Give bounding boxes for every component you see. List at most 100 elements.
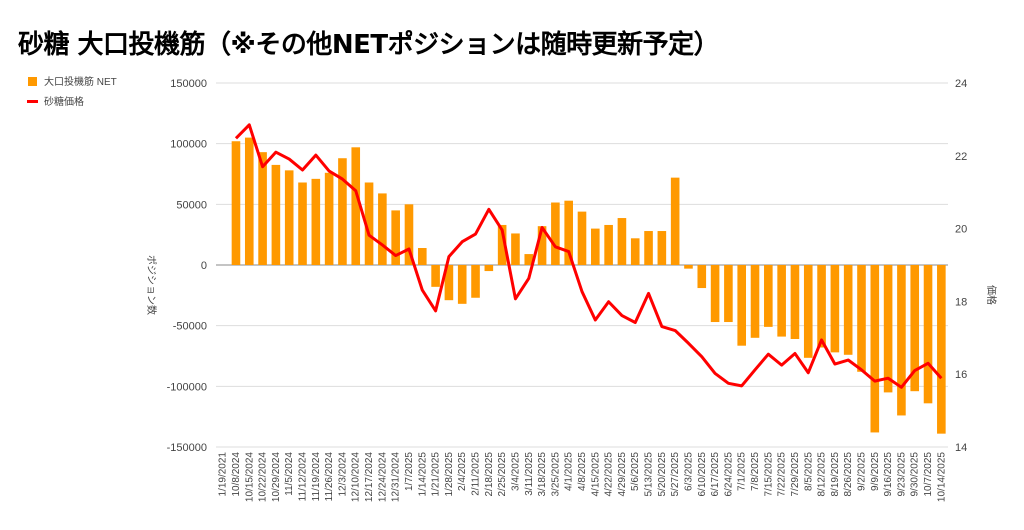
bar-net <box>431 265 440 287</box>
x-tick: 3/25/2025 <box>550 452 561 497</box>
x-tick: 11/26/2024 <box>324 452 335 502</box>
x-tick: 5/6/2025 <box>630 452 641 491</box>
bar-net <box>923 265 933 404</box>
bar-net <box>271 164 281 265</box>
x-tick: 10/7/2025 <box>923 452 934 497</box>
x-tick: 9/9/2025 <box>870 452 881 491</box>
x-tick: 8/5/2025 <box>803 452 814 491</box>
bar-net <box>471 265 480 298</box>
legend-label-price: 砂糖価格 <box>44 95 84 108</box>
bar-net <box>338 158 347 265</box>
bar-net <box>351 147 361 265</box>
bar-net <box>790 265 800 340</box>
x-tick: 12/17/2024 <box>364 452 375 502</box>
bar-net <box>311 178 321 265</box>
y-tick-left: -100000 <box>167 381 207 393</box>
x-tick: 5/27/2025 <box>670 452 681 497</box>
bar-net <box>511 233 520 265</box>
bar-net <box>657 231 667 265</box>
x-tick: 6/24/2025 <box>723 452 734 497</box>
y-axis-left-label: ポジション数 <box>145 255 158 315</box>
x-tick: 7/22/2025 <box>777 452 788 497</box>
y-axis-right-label: 価格 <box>985 285 998 305</box>
y-tick-left: 0 <box>201 260 207 272</box>
x-tick: 6/10/2025 <box>697 452 708 497</box>
y-tick-right: 14 <box>955 442 967 454</box>
x-tick: 7/29/2025 <box>790 452 801 497</box>
x-tick: 3/4/2025 <box>510 452 521 491</box>
x-tick: 5/20/2025 <box>657 452 668 497</box>
y-tick-right: 18 <box>955 296 967 308</box>
y-tick-left: -50000 <box>173 321 207 333</box>
y-tick-left: 100000 <box>170 139 207 151</box>
x-tick: 12/24/2024 <box>377 452 388 502</box>
x-tick: 2/25/2025 <box>497 452 508 497</box>
bar-net <box>817 265 826 348</box>
bar-net <box>910 265 920 392</box>
bar-net <box>577 211 587 265</box>
x-tick: 8/26/2025 <box>843 452 854 497</box>
bar-net <box>457 265 467 304</box>
y-tick-right: 24 <box>955 78 967 90</box>
x-tick: 7/1/2025 <box>737 452 748 491</box>
x-tick: 9/2/2025 <box>856 452 867 491</box>
bar-net <box>258 152 267 265</box>
x-tick: 10/15/2024 <box>244 452 255 502</box>
bar-net <box>284 170 294 265</box>
bar-net <box>298 182 307 265</box>
x-tick: 4/15/2025 <box>590 452 601 497</box>
x-tick: 4/8/2025 <box>577 452 588 491</box>
legend-swatch-price <box>27 100 38 103</box>
bar-net <box>777 265 786 337</box>
bar-net <box>803 265 813 358</box>
bar-net <box>497 224 507 265</box>
x-tick: 12/3/2024 <box>337 452 348 497</box>
x-tick: 3/11/2025 <box>524 452 535 496</box>
bar-net <box>644 231 653 265</box>
bar-net <box>391 210 400 265</box>
bar-net <box>244 137 254 265</box>
bar-net <box>324 172 334 265</box>
x-tick: 8/19/2025 <box>830 452 841 497</box>
y-tick-left: 50000 <box>176 199 207 211</box>
x-tick: 4/22/2025 <box>604 452 615 497</box>
bar-net <box>404 204 414 265</box>
x-tick: 10/29/2024 <box>271 452 282 502</box>
x-tick: 1/28/2025 <box>444 452 455 497</box>
x-tick: 12/10/2024 <box>351 452 362 502</box>
x-tick: 10/22/2024 <box>258 452 269 502</box>
bar-net <box>417 248 427 265</box>
bar-net <box>697 265 707 289</box>
x-tick: 2/4/2025 <box>457 452 468 491</box>
x-tick: 10/8/2024 <box>231 452 242 497</box>
x-tick: 4/1/2025 <box>564 452 575 491</box>
bar-net <box>737 265 747 346</box>
bar-net <box>857 265 866 372</box>
x-tick: 10/14/2025 <box>936 452 947 502</box>
bar-net <box>830 265 840 353</box>
bar-net <box>724 265 733 323</box>
y-tick-left: -150000 <box>167 442 207 454</box>
bar-net <box>883 265 893 393</box>
x-tick: 6/3/2025 <box>683 452 694 491</box>
bar-net <box>551 202 560 265</box>
bar-net <box>524 254 534 265</box>
y-tick-left: 150000 <box>170 78 207 90</box>
y-tick-right: 20 <box>955 224 967 236</box>
bar-net <box>843 265 853 355</box>
x-tick: 2/11/2025 <box>471 452 482 496</box>
x-tick: 12/31/2024 <box>391 452 402 502</box>
x-tick: 2/18/2025 <box>484 452 495 497</box>
bar-net <box>897 265 906 416</box>
bar-net <box>710 265 720 323</box>
bar-net <box>537 226 547 265</box>
bar-net <box>231 141 241 265</box>
bar-net <box>378 193 387 265</box>
x-tick: 1/21/2025 <box>431 452 442 497</box>
x-tick: 9/30/2025 <box>910 452 921 497</box>
x-tick: 11/12/2024 <box>298 452 309 502</box>
bar-net <box>937 265 946 434</box>
bar-net <box>684 265 693 269</box>
x-tick: 5/13/2025 <box>644 452 655 497</box>
